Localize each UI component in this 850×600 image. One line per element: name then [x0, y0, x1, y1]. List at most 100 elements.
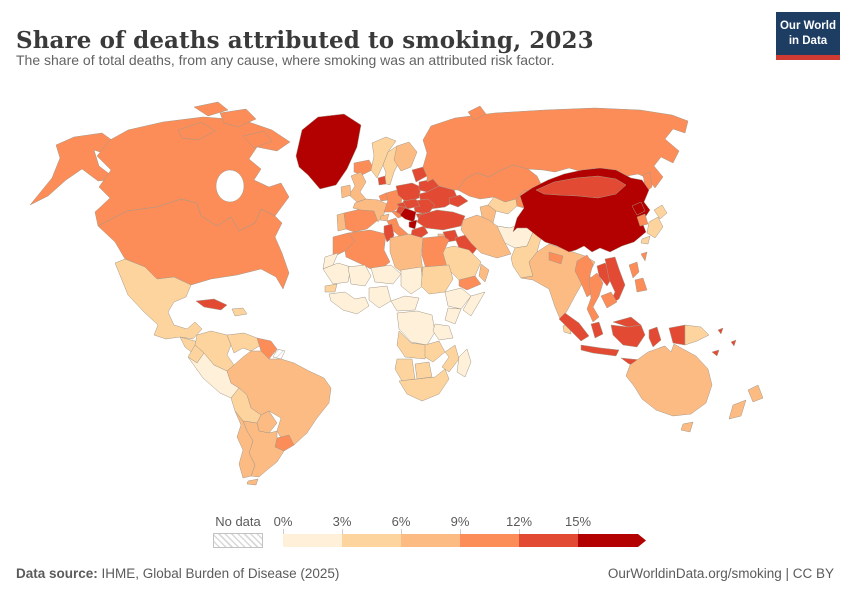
region-ethiopia[interactable] — [444, 287, 472, 310]
region-sudan[interactable] — [420, 264, 454, 295]
region-central-africa[interactable] — [390, 295, 420, 312]
legend-color-bar: 0% 3% 6% 9% 12% 15% — [274, 514, 646, 547]
region-malaysia-peninsular[interactable] — [590, 321, 604, 339]
region-philippines-luzon[interactable] — [628, 261, 640, 279]
region-west-africa[interactable] — [328, 291, 370, 315]
region-mozambique[interactable] — [441, 344, 460, 373]
region-new-zealand-north[interactable] — [747, 384, 764, 403]
region-south-africa[interactable] — [398, 368, 450, 402]
region-australia[interactable] — [625, 343, 713, 417]
region-guyana-suriname[interactable] — [256, 337, 278, 360]
region-angola[interactable] — [396, 330, 428, 360]
region-algeria[interactable] — [344, 229, 391, 273]
region-yemen[interactable] — [458, 275, 482, 291]
region-madagascar[interactable] — [456, 348, 472, 378]
region-romania[interactable] — [412, 198, 436, 215]
region-japan-kyushu[interactable] — [640, 235, 651, 245]
region-pacific-island-1[interactable] — [717, 327, 724, 335]
legend-label-12: 12% — [505, 514, 533, 529]
region-pacific-island-2[interactable] — [730, 339, 737, 347]
region-south-korea[interactable] — [636, 213, 649, 227]
legend-segment-3-6[interactable] — [342, 534, 401, 547]
region-united-kingdom[interactable] — [348, 171, 367, 203]
region-japan-hokkaido[interactable] — [653, 204, 668, 220]
region-spain[interactable] — [343, 208, 379, 233]
region-zambia-zimbabwe[interactable] — [424, 340, 446, 363]
region-greenland[interactable] — [295, 113, 362, 190]
region-new-zealand-south[interactable] — [728, 399, 747, 420]
region-vietnam[interactable] — [604, 256, 626, 306]
region-poland[interactable] — [395, 182, 422, 203]
region-nepal[interactable] — [548, 251, 564, 265]
region-north-korea[interactable] — [631, 201, 646, 216]
region-mongolia[interactable] — [535, 175, 627, 199]
region-botswana[interactable] — [414, 361, 433, 380]
region-iran[interactable] — [460, 214, 512, 259]
legend-segment-12-15[interactable] — [519, 534, 578, 547]
region-canada-arctic-1[interactable] — [177, 121, 216, 141]
legend-label-0: 0% — [273, 514, 293, 529]
region-mali[interactable] — [347, 264, 372, 287]
region-nigeria[interactable] — [368, 285, 392, 309]
region-iceland[interactable] — [353, 159, 375, 176]
region-chad[interactable] — [400, 266, 424, 295]
region-taiwan[interactable] — [640, 251, 648, 262]
region-finland[interactable] — [393, 141, 418, 172]
region-caucasus[interactable] — [448, 194, 469, 208]
legend-segment-6-9[interactable] — [401, 534, 460, 547]
region-somalia[interactable] — [462, 291, 486, 317]
region-novaya-zemlya[interactable] — [467, 105, 487, 121]
region-serbia-bosnia[interactable] — [399, 207, 417, 223]
legend-label-3: 3% — [332, 514, 352, 529]
region-tasmania[interactable] — [680, 421, 694, 433]
region-denmark[interactable] — [377, 175, 387, 186]
legend-no-data-swatch[interactable] — [213, 533, 263, 548]
region-canada-arctic-4[interactable] — [193, 101, 229, 117]
region-papua-new-guinea[interactable] — [684, 324, 710, 346]
region-philippines-mindanao[interactable] — [634, 277, 648, 293]
region-canada-arctic-3[interactable] — [242, 130, 273, 149]
region-hispaniola[interactable] — [231, 307, 248, 317]
region-indonesia-papua[interactable] — [668, 324, 686, 346]
region-kenya[interactable] — [444, 307, 462, 325]
region-canada-arctic-2[interactable] — [219, 108, 257, 128]
region-tierra-del-fuego[interactable] — [246, 478, 259, 486]
region-indonesia-sulawesi[interactable] — [648, 326, 662, 348]
legend-segment-0-3[interactable] — [283, 534, 342, 547]
region-oman[interactable] — [478, 263, 490, 283]
region-thailand[interactable] — [586, 272, 604, 323]
region-hungary-slovakia[interactable] — [402, 198, 421, 210]
region-namibia[interactable] — [394, 358, 416, 382]
region-ireland[interactable] — [340, 184, 352, 199]
region-niger[interactable] — [370, 264, 402, 285]
legend-segment-9-12[interactable] — [460, 534, 519, 547]
region-chile[interactable] — [234, 410, 256, 479]
legend-tick — [578, 529, 579, 534]
region-turkey[interactable] — [416, 209, 466, 231]
region-pacific-island-3[interactable] — [711, 349, 720, 357]
region-dr-congo[interactable] — [396, 310, 436, 346]
region-tanzania[interactable] — [432, 323, 454, 341]
region-cuba[interactable] — [195, 298, 228, 311]
region-turkmenistan[interactable] — [479, 204, 497, 224]
region-albania-north-macedonia[interactable] — [408, 219, 418, 230]
region-japan-honshu[interactable] — [646, 216, 664, 239]
region-venezuela[interactable] — [226, 332, 262, 354]
legend-segment-15-plus[interactable] — [578, 534, 646, 547]
region-mexico[interactable] — [114, 258, 203, 340]
region-indonesia-sumatra[interactable] — [558, 312, 590, 342]
region-egypt[interactable] — [421, 235, 450, 270]
owid-link[interactable]: OurWorldinData.org/smoking | CC BY — [607, 566, 834, 581]
legend-tick — [401, 529, 402, 534]
legend-tick — [342, 529, 343, 534]
owid-logo[interactable]: Our World in Data — [776, 12, 840, 60]
region-alaska[interactable] — [29, 132, 117, 206]
legend-label-15: 15% — [564, 514, 592, 529]
region-indonesia-java[interactable] — [580, 344, 620, 357]
region-indonesia-kalimantan[interactable] — [610, 324, 646, 348]
region-senegal[interactable] — [324, 283, 338, 293]
region-cambodia[interactable] — [600, 291, 618, 309]
chart-subtitle: The share of total deaths, from any caus… — [16, 52, 555, 68]
